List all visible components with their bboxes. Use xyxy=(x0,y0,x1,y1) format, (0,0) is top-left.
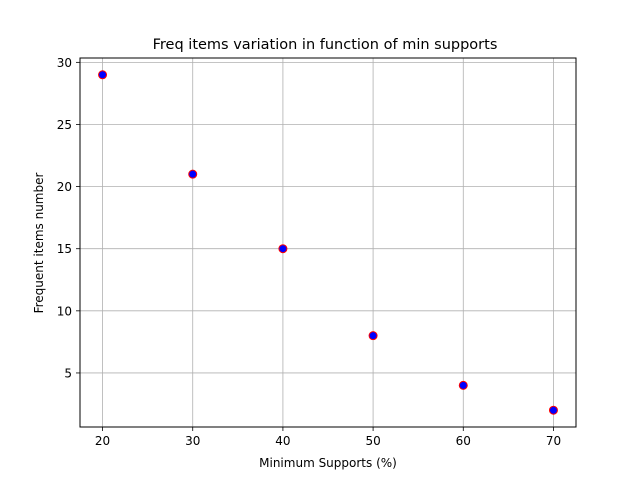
x-tick-label: 20 xyxy=(95,434,110,448)
data-point xyxy=(188,169,198,179)
data-point xyxy=(98,70,108,80)
data-point xyxy=(458,380,468,390)
y-tick-label: 10 xyxy=(57,304,72,318)
y-tick-label: 20 xyxy=(57,180,72,194)
x-tick-label: 70 xyxy=(546,434,561,448)
plot-area-frame xyxy=(79,57,577,428)
x-tick-label: 40 xyxy=(275,434,290,448)
chart-title: Freq items variation in function of min … xyxy=(153,37,498,53)
grid-lines xyxy=(80,58,576,427)
y-tick-label: 30 xyxy=(57,56,72,70)
x-tick-label: 60 xyxy=(456,434,471,448)
data-points xyxy=(98,70,558,415)
y-tick-label: 25 xyxy=(57,118,72,132)
axis-ticks: 20 30 40 50 60 70 5 10 15 20 25 30 xyxy=(57,56,561,448)
data-point xyxy=(548,405,558,415)
y-tick-label: 5 xyxy=(64,366,72,380)
x-tick-label: 30 xyxy=(185,434,200,448)
y-tick-label: 15 xyxy=(57,242,72,256)
x-axis-title: Minimum Supports (%) xyxy=(259,456,397,470)
y-axis-title: Frequent items number xyxy=(32,173,46,314)
x-tick-label: 50 xyxy=(365,434,380,448)
data-point xyxy=(368,331,378,341)
data-point xyxy=(278,244,288,254)
